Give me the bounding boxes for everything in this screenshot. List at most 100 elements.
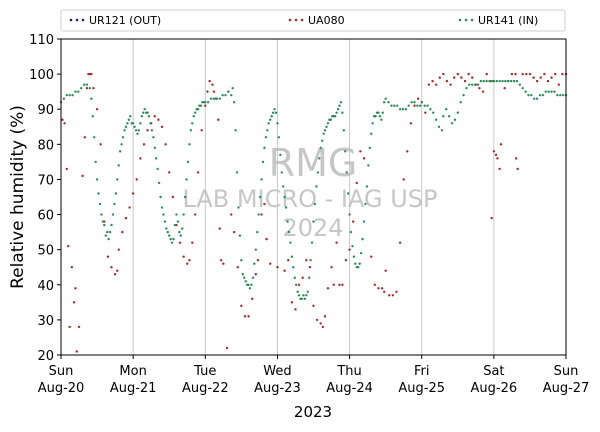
data-point bbox=[499, 143, 503, 146]
data-point bbox=[171, 195, 175, 199]
data-point bbox=[137, 129, 141, 132]
data-point bbox=[80, 86, 83, 90]
data-point bbox=[235, 171, 239, 174]
data-point bbox=[256, 230, 259, 234]
data-point bbox=[168, 171, 171, 174]
data-point bbox=[160, 125, 164, 128]
data-point bbox=[550, 76, 553, 79]
data-point bbox=[510, 72, 514, 76]
legend-marker bbox=[470, 18, 474, 22]
data-point bbox=[490, 216, 493, 220]
data-point bbox=[361, 237, 364, 241]
data-point bbox=[338, 104, 341, 107]
data-point bbox=[243, 276, 246, 279]
data-point bbox=[447, 115, 451, 118]
data-point bbox=[157, 118, 160, 121]
data-point bbox=[553, 90, 556, 93]
legend-marker bbox=[464, 18, 468, 22]
data-point bbox=[111, 213, 115, 216]
data-point bbox=[437, 125, 441, 128]
data-point bbox=[217, 118, 220, 121]
data-point bbox=[168, 234, 171, 237]
data-point bbox=[240, 304, 243, 308]
data-point bbox=[515, 157, 518, 160]
legend-marker bbox=[300, 18, 304, 22]
data-point bbox=[113, 273, 117, 276]
data-point bbox=[383, 290, 386, 293]
data-point bbox=[355, 181, 358, 185]
data-point bbox=[92, 86, 95, 90]
data-point bbox=[287, 259, 290, 262]
x-tick-label: Aug-26 bbox=[471, 381, 518, 396]
data-point bbox=[83, 136, 87, 139]
data-point bbox=[71, 93, 74, 97]
data-point bbox=[163, 220, 167, 223]
data-point bbox=[413, 104, 416, 107]
data-point bbox=[240, 259, 243, 262]
data-point bbox=[325, 125, 328, 128]
data-point bbox=[434, 118, 438, 121]
y-tick-label: 100 bbox=[29, 68, 54, 83]
data-point bbox=[390, 104, 393, 107]
data-point bbox=[364, 202, 367, 206]
data-point bbox=[124, 216, 128, 220]
data-point bbox=[263, 202, 266, 206]
data-point bbox=[535, 79, 539, 83]
series-2 bbox=[59, 79, 568, 301]
data-point bbox=[95, 178, 99, 181]
y-tick-label: 20 bbox=[37, 349, 54, 364]
data-point bbox=[182, 255, 185, 258]
data-point bbox=[319, 146, 322, 150]
data-point bbox=[459, 101, 462, 104]
watermark-line-2: LAB MICRO - IAG USP bbox=[182, 185, 437, 213]
data-point bbox=[159, 195, 162, 199]
data-point bbox=[250, 283, 253, 286]
data-point bbox=[128, 206, 131, 209]
data-point bbox=[155, 157, 158, 160]
data-point bbox=[402, 178, 405, 181]
data-point bbox=[541, 93, 545, 97]
data-point bbox=[98, 202, 102, 206]
data-point bbox=[481, 90, 485, 93]
data-point bbox=[244, 280, 247, 283]
data-point bbox=[351, 220, 355, 223]
watermark: RMG LAB MICRO - IAG USP 2024 bbox=[182, 141, 437, 242]
data-point bbox=[150, 129, 154, 132]
data-point bbox=[315, 318, 319, 322]
data-point bbox=[92, 136, 96, 139]
data-point bbox=[391, 294, 395, 297]
data-point bbox=[318, 157, 321, 160]
data-point bbox=[147, 115, 151, 118]
data-point bbox=[70, 266, 74, 269]
data-point bbox=[296, 290, 299, 293]
data-point bbox=[501, 79, 504, 83]
data-point bbox=[77, 90, 80, 93]
data-point bbox=[165, 227, 168, 230]
data-point bbox=[339, 101, 343, 104]
data-point bbox=[471, 83, 474, 86]
watermark-line-3: 2024 bbox=[282, 214, 343, 242]
gridlines bbox=[132, 39, 495, 355]
data-point bbox=[528, 72, 532, 76]
data-point bbox=[271, 111, 275, 114]
data-point bbox=[473, 83, 477, 86]
data-point bbox=[222, 262, 225, 265]
x-tick-label: Aug-24 bbox=[326, 381, 373, 396]
data-point bbox=[452, 76, 456, 79]
x-tick-label: Aug-21 bbox=[110, 381, 157, 396]
data-point bbox=[284, 206, 288, 209]
data-point bbox=[219, 259, 223, 262]
data-point bbox=[61, 118, 64, 121]
data-point bbox=[253, 262, 256, 265]
data-point bbox=[330, 266, 333, 269]
data-point bbox=[530, 93, 533, 97]
data-point bbox=[117, 164, 120, 167]
data-point bbox=[113, 202, 116, 206]
data-point bbox=[186, 262, 189, 265]
data-point bbox=[476, 83, 480, 86]
data-point bbox=[348, 213, 351, 216]
data-point bbox=[162, 213, 165, 216]
data-point bbox=[438, 76, 441, 79]
data-point bbox=[485, 79, 488, 83]
data-point bbox=[65, 167, 68, 171]
